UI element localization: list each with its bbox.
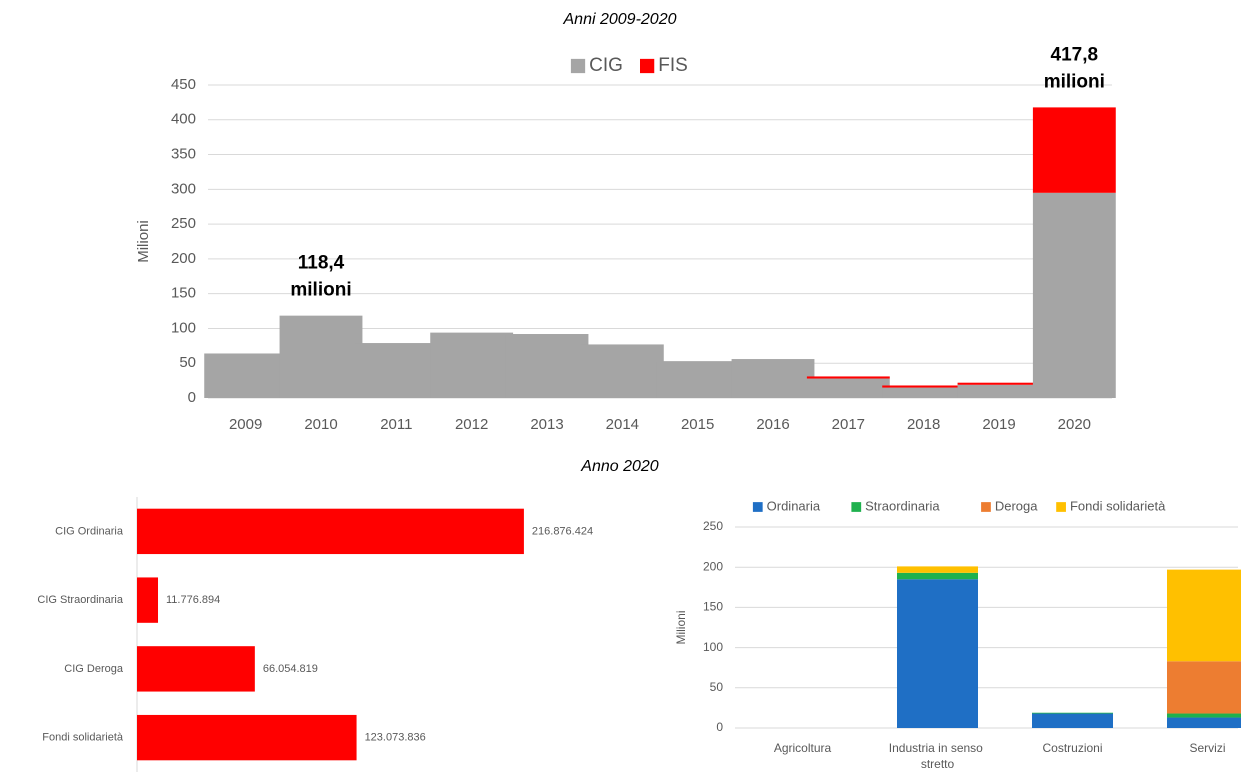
- y-tick-label: 250: [703, 519, 723, 533]
- bar: [137, 646, 255, 692]
- data-label: 66.054.819: [263, 663, 318, 675]
- chart-title: Anno 2020: [580, 458, 659, 475]
- bar-segment: [806, 376, 890, 379]
- bar: [137, 508, 524, 555]
- x-tick-label-line: Industria in senso: [889, 741, 986, 755]
- y-tick-label: 200: [703, 559, 723, 573]
- y-tick-label: Fondi solidarietà: [42, 732, 124, 744]
- bar-segment: [505, 334, 589, 398]
- y-tick-label: 200: [171, 250, 196, 267]
- legend-label: Ordinaria: [767, 498, 821, 513]
- y-tick-label: 0: [188, 389, 196, 406]
- y-tick-label: 350: [171, 146, 196, 163]
- y-tick-label: CIG Ordinaria: [55, 525, 124, 537]
- x-tick-label: 2019: [982, 416, 1015, 433]
- bar-segment: [957, 382, 1041, 385]
- y-tick-label: 50: [710, 680, 724, 694]
- bar-segment: [957, 384, 1041, 398]
- data-label: 11.776.894: [166, 594, 220, 606]
- x-tick-label: 2018: [907, 416, 940, 433]
- legend-swatch: [1056, 502, 1066, 512]
- bar-segment: [354, 343, 438, 398]
- legend-swatch: [752, 502, 763, 512]
- annotation: 118,4: [298, 253, 345, 274]
- bar-segment: [430, 332, 514, 398]
- x-tick-label: 2010: [304, 416, 337, 433]
- bar: [137, 577, 159, 623]
- x-tick-label: Costruzioni: [1042, 741, 1102, 755]
- y-tick-label: 0: [716, 720, 723, 734]
- chart-title: Anni 2009-2020: [563, 11, 677, 28]
- data-label: 123.073.836: [365, 732, 426, 744]
- legend-swatch: [640, 58, 655, 74]
- bar-segment: [1032, 107, 1116, 193]
- legend-swatch: [851, 502, 862, 512]
- annotation: milioni: [290, 280, 351, 301]
- y-tick-label: 150: [703, 600, 723, 614]
- bar-segment: [1167, 661, 1241, 714]
- bar-segment: [656, 361, 740, 398]
- legend-label: CIG: [589, 55, 623, 76]
- bar-segment: [204, 353, 288, 398]
- y-axis-label: Milioni: [135, 220, 152, 263]
- bar-segment: [882, 385, 966, 388]
- x-tick-label: 2016: [756, 416, 789, 433]
- y-tick-label: 100: [703, 640, 723, 654]
- bar-segment: [897, 572, 978, 580]
- y-tick-label: 400: [171, 111, 196, 128]
- annotation: milioni: [1044, 71, 1105, 92]
- bar: [137, 714, 357, 761]
- bar-segment: [1032, 712, 1113, 714]
- legend-swatch: [570, 58, 586, 74]
- bar-segment: [1032, 192, 1116, 398]
- bar-segment: [731, 359, 815, 398]
- y-tick-label: CIG Deroga: [64, 663, 124, 675]
- bar-segment: [279, 315, 363, 398]
- legend-label: Fondi solidarietà: [1070, 498, 1166, 513]
- x-tick-label: Servizi: [1189, 741, 1225, 755]
- x-tick-label: Industria in senso stretto: [889, 741, 986, 771]
- y-tick-label: 150: [171, 285, 196, 302]
- x-tick-label: 2011: [380, 416, 412, 433]
- bar-segment: [1167, 713, 1241, 718]
- x-tick-label-line: stretto: [921, 757, 955, 771]
- data-label: 216.876.424: [532, 525, 593, 537]
- x-tick-label: 2017: [832, 416, 865, 433]
- y-tick-label: 100: [171, 319, 196, 336]
- bar-segment: [897, 566, 978, 573]
- legend-label: Deroga: [995, 498, 1038, 513]
- bar-segment: [1167, 569, 1241, 662]
- bar-segment: [897, 579, 978, 728]
- legend-label: FIS: [658, 55, 688, 76]
- y-tick-label: 450: [171, 76, 196, 93]
- x-tick-label: 2014: [606, 416, 639, 433]
- x-tick-label: 2012: [455, 416, 488, 433]
- x-tick-label: 2015: [681, 416, 714, 433]
- y-tick-label: 300: [171, 180, 196, 197]
- bar-segment: [806, 378, 890, 398]
- bar-segment: [882, 387, 966, 398]
- bar-segment: [1167, 717, 1241, 728]
- x-tick-label: 2013: [530, 416, 563, 433]
- y-tick-label: 50: [179, 354, 196, 371]
- legend-swatch: [981, 502, 991, 512]
- y-tick-label: CIG Straordinaria: [37, 594, 123, 606]
- x-tick-label: 2009: [229, 416, 262, 433]
- x-tick-label: 2020: [1058, 416, 1091, 433]
- legend-label: Straordinaria: [865, 498, 940, 513]
- bar-segment: [1032, 713, 1113, 728]
- bar-segment: [580, 344, 664, 398]
- y-axis-label: Milioni: [674, 610, 688, 644]
- x-tick-label: Agricoltura: [774, 741, 832, 755]
- annotation: 417,8: [1051, 44, 1099, 65]
- y-tick-label: 250: [171, 215, 196, 232]
